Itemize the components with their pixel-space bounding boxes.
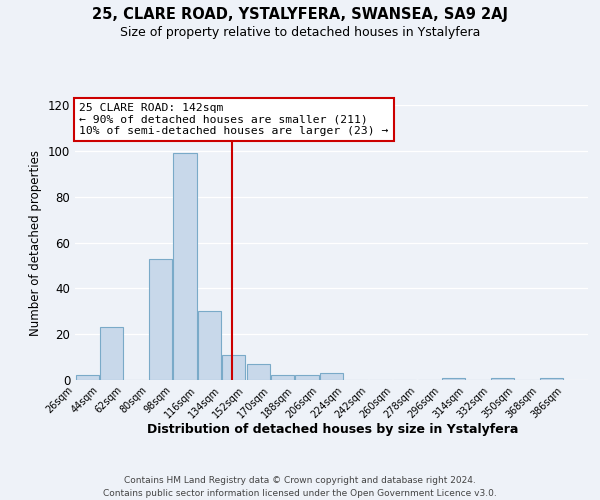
Bar bbox=[76, 376, 99, 380]
Text: Contains HM Land Registry data © Crown copyright and database right 2024.: Contains HM Land Registry data © Crown c… bbox=[124, 476, 476, 485]
Bar bbox=[442, 378, 466, 380]
Bar bbox=[222, 355, 245, 380]
Text: Size of property relative to detached houses in Ystalyfera: Size of property relative to detached ho… bbox=[120, 26, 480, 39]
Text: 25 CLARE ROAD: 142sqm
← 90% of detached houses are smaller (211)
10% of semi-det: 25 CLARE ROAD: 142sqm ← 90% of detached … bbox=[79, 102, 388, 136]
Bar bbox=[539, 378, 563, 380]
Bar bbox=[247, 364, 270, 380]
Bar bbox=[173, 153, 197, 380]
Bar bbox=[197, 311, 221, 380]
Y-axis label: Number of detached properties: Number of detached properties bbox=[29, 150, 42, 336]
Bar bbox=[295, 376, 319, 380]
Bar bbox=[100, 328, 124, 380]
Bar bbox=[149, 258, 172, 380]
Text: Distribution of detached houses by size in Ystalyfera: Distribution of detached houses by size … bbox=[148, 422, 518, 436]
Text: Contains public sector information licensed under the Open Government Licence v3: Contains public sector information licen… bbox=[103, 489, 497, 498]
Bar bbox=[320, 373, 343, 380]
Text: 25, CLARE ROAD, YSTALYFERA, SWANSEA, SA9 2AJ: 25, CLARE ROAD, YSTALYFERA, SWANSEA, SA9… bbox=[92, 8, 508, 22]
Bar bbox=[491, 378, 514, 380]
Bar bbox=[271, 376, 295, 380]
